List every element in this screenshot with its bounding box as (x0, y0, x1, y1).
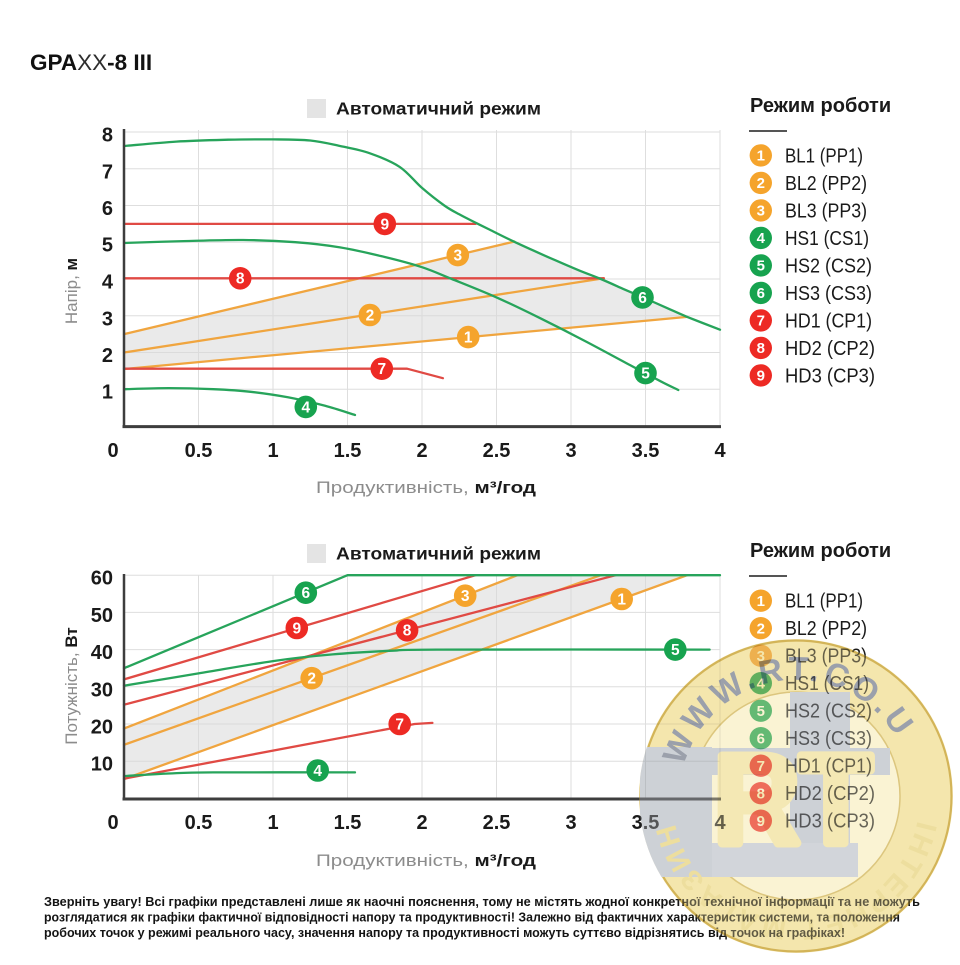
svg-text:8: 8 (757, 340, 765, 357)
svg-text:3: 3 (453, 248, 462, 265)
svg-text:Режим роботи: Режим роботи (750, 540, 891, 562)
svg-text:20: 20 (91, 717, 113, 739)
svg-text:HS2 (CS2): HS2 (CS2) (785, 255, 872, 277)
svg-text:6: 6 (301, 585, 310, 602)
svg-text:6: 6 (638, 290, 647, 307)
svg-text:0: 0 (107, 440, 118, 462)
svg-text:2: 2 (366, 307, 375, 324)
svg-text:0: 0 (107, 812, 118, 834)
svg-text:1: 1 (267, 440, 278, 462)
svg-text:0.5: 0.5 (185, 440, 213, 462)
svg-text:7: 7 (395, 716, 404, 733)
svg-text:9: 9 (757, 368, 765, 385)
svg-text:3: 3 (565, 440, 576, 462)
svg-text:1.5: 1.5 (334, 812, 362, 834)
svg-text:5: 5 (671, 642, 680, 659)
svg-text:4: 4 (301, 399, 310, 416)
svg-text:2: 2 (757, 620, 765, 637)
svg-text:8: 8 (102, 125, 113, 147)
svg-text:1: 1 (757, 593, 765, 610)
svg-text:7: 7 (757, 313, 765, 330)
svg-text:RT: RT (714, 729, 872, 870)
svg-text:Потужність, Вт: Потужність, Вт (62, 627, 81, 745)
svg-text:HS3 (CS3): HS3 (CS3) (785, 283, 872, 305)
svg-text:BL1 (PP1): BL1 (PP1) (785, 591, 863, 613)
svg-text:Режим роботи: Режим роботи (750, 95, 891, 117)
svg-text:GPAXX-8 III: GPAXX-8 III (30, 50, 152, 75)
svg-text:4: 4 (714, 440, 726, 462)
svg-text:Автоматичний режим: Автоматичний режим (336, 544, 541, 564)
svg-text:4: 4 (102, 272, 114, 294)
svg-text:1: 1 (464, 330, 473, 347)
svg-text:7: 7 (102, 161, 113, 183)
svg-text:3: 3 (565, 812, 576, 834)
svg-text:6: 6 (102, 198, 113, 220)
svg-text:3: 3 (461, 588, 470, 605)
svg-text:розглядатися як графіки фактич: розглядатися як графіки фактичної відпов… (44, 910, 900, 925)
svg-text:10: 10 (91, 754, 113, 776)
svg-text:40: 40 (91, 642, 113, 664)
svg-text:2: 2 (416, 812, 427, 834)
svg-text:робочих точок у режимі реально: робочих точок у режимі реального часу, з… (44, 925, 845, 940)
svg-text:2.5: 2.5 (483, 812, 511, 834)
svg-text:3.5: 3.5 (632, 440, 660, 462)
svg-text:8: 8 (236, 271, 245, 288)
svg-text:1.5: 1.5 (334, 440, 362, 462)
svg-text:Продуктивність, м³/год: Продуктивність, м³/год (316, 478, 536, 497)
svg-text:5: 5 (102, 235, 113, 257)
svg-text:30: 30 (91, 679, 113, 701)
svg-text:Напір, м: Напір, м (62, 258, 81, 324)
svg-text:1: 1 (617, 591, 626, 608)
svg-text:3: 3 (102, 308, 113, 330)
svg-text:5: 5 (757, 258, 765, 275)
svg-text:HD1 (CP1): HD1 (CP1) (785, 310, 872, 332)
svg-text:7: 7 (377, 361, 386, 378)
svg-text:BL2 (PP2): BL2 (PP2) (785, 618, 867, 640)
svg-text:1: 1 (757, 148, 765, 165)
svg-text:9: 9 (380, 216, 389, 233)
svg-text:2.5: 2.5 (483, 440, 511, 462)
svg-text:2: 2 (416, 440, 427, 462)
svg-text:5: 5 (641, 366, 650, 383)
svg-text:HD3 (CP3): HD3 (CP3) (785, 365, 875, 387)
svg-text:HD2 (CP2): HD2 (CP2) (785, 338, 875, 360)
svg-text:60: 60 (91, 568, 113, 590)
svg-text:1: 1 (102, 382, 113, 404)
svg-text:Продуктивність, м³/год: Продуктивність, м³/год (316, 851, 536, 870)
svg-text:8: 8 (403, 623, 412, 640)
svg-text:HS1 (CS1): HS1 (CS1) (785, 228, 869, 250)
svg-text:4: 4 (313, 763, 322, 780)
svg-text:BL3 (PP3): BL3 (PP3) (785, 200, 867, 222)
svg-text:2: 2 (307, 671, 316, 688)
svg-text:BL2 (PP2): BL2 (PP2) (785, 173, 867, 195)
svg-text:0.5: 0.5 (185, 812, 213, 834)
svg-text:9: 9 (292, 620, 301, 637)
svg-text:1: 1 (267, 812, 278, 834)
svg-text:50: 50 (91, 605, 113, 627)
svg-text:4: 4 (757, 230, 766, 247)
svg-text:2: 2 (757, 175, 765, 192)
svg-text:6: 6 (757, 285, 765, 302)
svg-text:Автоматичний режим: Автоматичний режим (336, 99, 541, 119)
svg-text:3: 3 (757, 203, 765, 220)
svg-text:2: 2 (102, 345, 113, 367)
svg-text:BL1 (PP1): BL1 (PP1) (785, 145, 863, 167)
